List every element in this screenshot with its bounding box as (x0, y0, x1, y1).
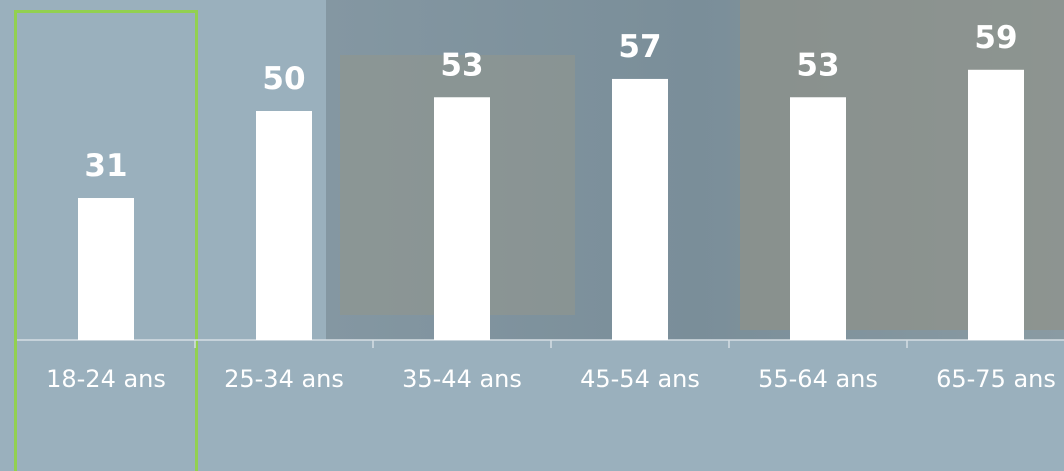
value-label: 53 (796, 47, 839, 83)
x-tick-label: 35-44 ans (402, 365, 522, 393)
value-label: 31 (84, 148, 127, 184)
value-label: 50 (262, 61, 305, 97)
x-tick-label: 55-64 ans (758, 365, 878, 393)
bar (790, 97, 846, 340)
bar (434, 97, 490, 340)
bar (968, 70, 1024, 340)
x-tick-label: 65-75 ans (936, 365, 1056, 393)
x-tick-label: 25-34 ans (224, 365, 344, 393)
value-label: 59 (974, 20, 1017, 56)
bar (78, 198, 134, 340)
x-tick-label: 18-24 ans (46, 365, 166, 393)
bar (612, 79, 668, 340)
page: {"chart_data": {"type": "bar", "categori… (0, 0, 1064, 471)
bar (256, 111, 312, 340)
chart: 31 18-24 ans 50 25-34 ans 53 35-44 ans 57 45-54… (0, 0, 1064, 471)
value-label: 57 (618, 29, 661, 65)
value-label: 53 (440, 47, 483, 83)
x-tick-label: 45-54 ans (580, 365, 700, 393)
